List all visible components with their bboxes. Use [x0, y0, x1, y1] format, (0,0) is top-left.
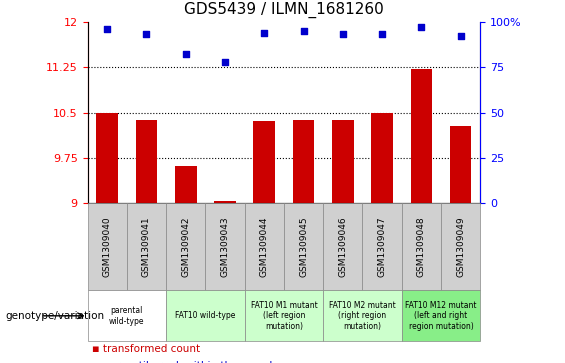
- Text: parental
wild-type: parental wild-type: [109, 306, 145, 326]
- Text: GSM1309042: GSM1309042: [181, 217, 190, 277]
- Point: [417, 24, 426, 30]
- Text: GSM1309045: GSM1309045: [299, 216, 308, 277]
- Bar: [245, 203, 284, 290]
- Bar: [411, 69, 432, 203]
- Text: FAT10 M2 mutant
(right region
mutation): FAT10 M2 mutant (right region mutation): [329, 301, 396, 331]
- Bar: [245, 290, 323, 341]
- Point: [299, 28, 308, 34]
- Text: GSM1309049: GSM1309049: [456, 216, 465, 277]
- Bar: [363, 203, 402, 290]
- Text: GSM1309041: GSM1309041: [142, 216, 151, 277]
- Bar: [293, 121, 314, 203]
- Bar: [214, 201, 236, 203]
- Text: FAT10 M12 mutant
(left and right
region mutation): FAT10 M12 mutant (left and right region …: [405, 301, 477, 331]
- Bar: [323, 290, 402, 341]
- Bar: [441, 203, 480, 290]
- Bar: [166, 290, 245, 341]
- Bar: [88, 203, 127, 290]
- Text: GSM1309040: GSM1309040: [103, 216, 112, 277]
- Text: GSM1309047: GSM1309047: [377, 216, 386, 277]
- Text: ◾ transformed count: ◾ transformed count: [92, 344, 199, 354]
- Bar: [323, 203, 363, 290]
- Point: [456, 33, 465, 39]
- Title: GDS5439 / ILMN_1681260: GDS5439 / ILMN_1681260: [184, 1, 384, 18]
- Text: GSM1309043: GSM1309043: [220, 216, 229, 277]
- Text: ◾ percentile rank within the sample: ◾ percentile rank within the sample: [92, 361, 278, 363]
- Bar: [175, 166, 197, 203]
- Bar: [206, 203, 245, 290]
- Bar: [332, 120, 354, 203]
- Point: [220, 59, 229, 65]
- Text: FAT10 M1 mutant
(left region
mutation): FAT10 M1 mutant (left region mutation): [250, 301, 318, 331]
- Bar: [88, 290, 166, 341]
- Text: GSM1309046: GSM1309046: [338, 216, 347, 277]
- Bar: [166, 203, 206, 290]
- Point: [338, 32, 347, 37]
- Point: [377, 32, 386, 37]
- Point: [181, 52, 190, 57]
- Bar: [284, 203, 323, 290]
- Text: genotype/variation: genotype/variation: [6, 311, 105, 321]
- Bar: [402, 290, 480, 341]
- Point: [260, 30, 269, 36]
- Text: GSM1309048: GSM1309048: [417, 216, 426, 277]
- Bar: [450, 126, 471, 203]
- Bar: [402, 203, 441, 290]
- Bar: [254, 121, 275, 203]
- Point: [103, 26, 112, 32]
- Text: GSM1309044: GSM1309044: [260, 217, 269, 277]
- Bar: [97, 113, 118, 203]
- Bar: [136, 120, 157, 203]
- Text: FAT10 wild-type: FAT10 wild-type: [175, 311, 236, 320]
- Point: [142, 32, 151, 37]
- Bar: [127, 203, 166, 290]
- Bar: [371, 113, 393, 203]
